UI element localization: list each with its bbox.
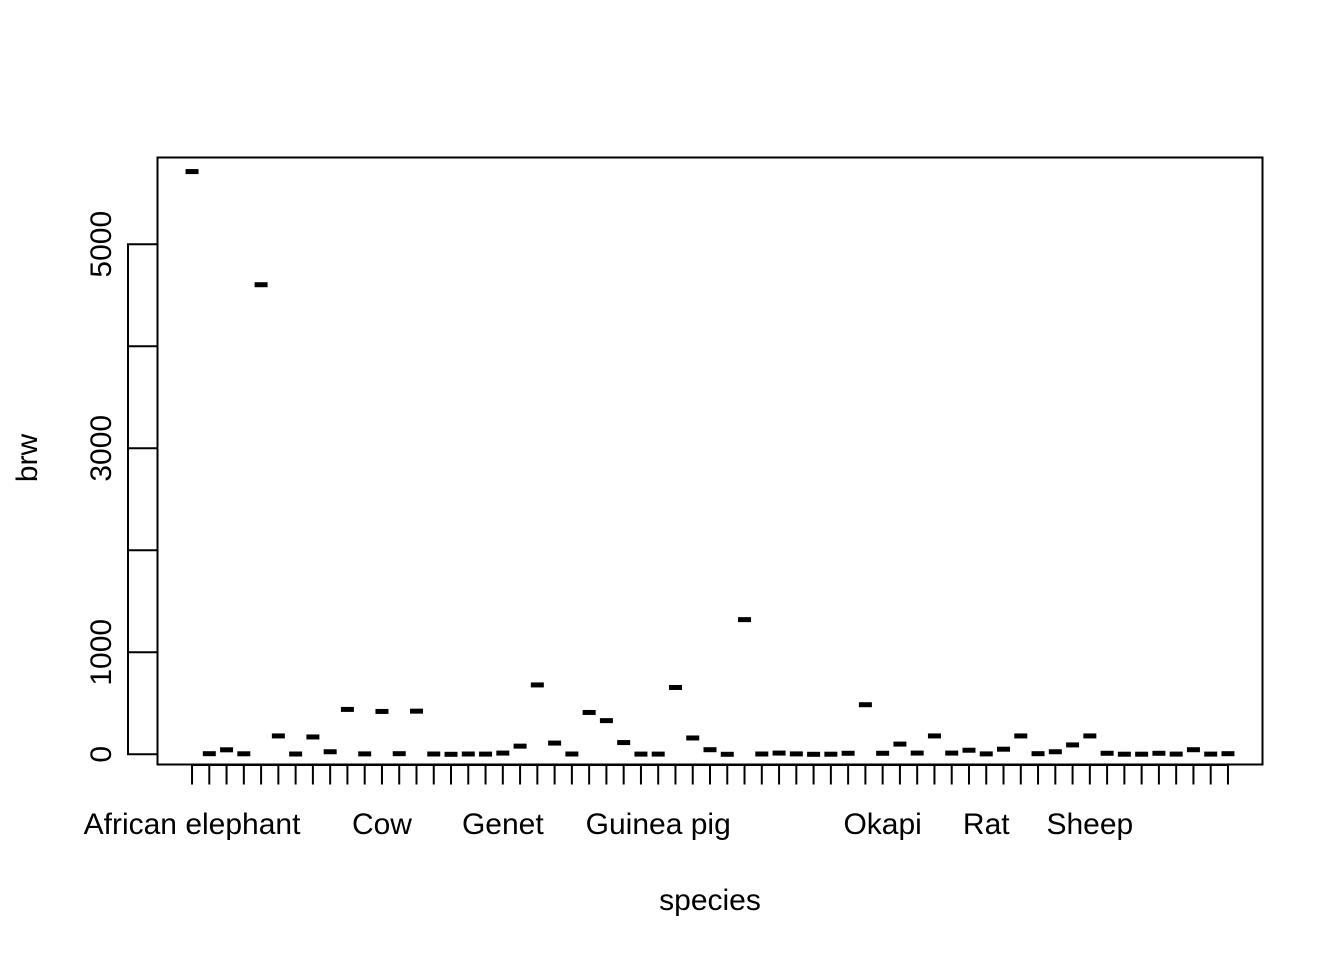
data-marks [185,169,1235,757]
y-tick-label: 5000 [85,211,118,278]
x-tick-label: Okapi [843,808,921,841]
x-axis: African elephant Cow Genet Guinea pig Okapi R… [84,764,1229,841]
y-axis: 0 1000 3000 5000 [85,211,157,763]
plot-frame [156,156,1264,766]
x-tick-label: African elephant [84,808,301,841]
x-tick-label: Guinea pig [586,808,731,841]
y-tick-label: 1000 [85,619,118,686]
y-tick-label: 0 [85,746,118,763]
y-axis-title: brw [11,433,44,482]
x-tick-label: Rat [963,808,1010,841]
y-tick-label: 3000 [85,415,118,482]
x-tick-label: Genet [462,808,544,841]
x-tick-label: Cow [352,808,412,841]
x-axis-title: species [659,884,761,917]
x-tick-label: Sheep [1046,808,1133,841]
